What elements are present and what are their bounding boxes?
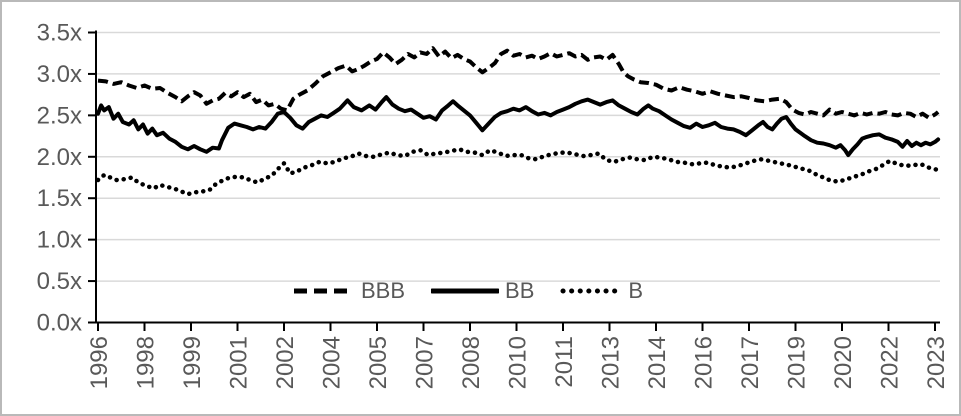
- legend-item-bbb: BBB: [293, 278, 405, 304]
- svg-text:0.0x: 0.0x: [37, 310, 82, 337]
- series-b-line: [95, 147, 941, 197]
- series-bb-line: [96, 95, 941, 158]
- svg-text:3.0x: 3.0x: [37, 61, 82, 88]
- svg-text:3.5x: 3.5x: [37, 20, 82, 47]
- svg-text:2022: 2022: [877, 336, 904, 389]
- svg-text:2004: 2004: [319, 336, 346, 389]
- svg-text:0.5x: 0.5x: [37, 268, 82, 295]
- svg-text:2010: 2010: [505, 336, 532, 389]
- svg-text:2008: 2008: [458, 336, 485, 389]
- svg-text:2017: 2017: [737, 336, 764, 389]
- svg-text:1.0x: 1.0x: [37, 227, 82, 254]
- legend-label-bb: BB: [505, 278, 535, 303]
- svg-text:2.0x: 2.0x: [37, 144, 82, 171]
- legend-label-bbb: BBB: [361, 278, 406, 303]
- svg-text:1998: 1998: [133, 336, 160, 389]
- b-dotted-line-sample: [560, 288, 623, 294]
- svg-text:2001: 2001: [226, 336, 253, 389]
- bb-solid-line-sample: [431, 288, 500, 294]
- axes: [88, 30, 940, 331]
- svg-text:2002: 2002: [272, 336, 299, 389]
- series-bbb-line: [97, 46, 940, 120]
- svg-text:1996: 1996: [86, 336, 113, 389]
- svg-text:2005: 2005: [365, 336, 392, 389]
- legend-item-b: B: [560, 278, 643, 304]
- svg-text:1.5x: 1.5x: [37, 185, 82, 212]
- chart-legend: BBB BB B: [293, 278, 643, 304]
- svg-text:2023: 2023: [923, 336, 950, 389]
- y-tick-labels: 3.5x 3.0x 2.5x 2.0x 1.5x 1.0x 0.5x 0.0x: [37, 20, 82, 337]
- svg-text:1999: 1999: [179, 336, 206, 389]
- legend-label-b: B: [628, 278, 644, 303]
- svg-text:2011: 2011: [551, 336, 578, 388]
- svg-text:2019: 2019: [784, 336, 811, 389]
- svg-text:2016: 2016: [691, 336, 718, 389]
- x-tick-labels: 1996 1998 1999 2001 2002 2004 2005 2007 2008 2010…: [86, 336, 950, 389]
- bbb-dashed-line-sample: [294, 288, 354, 294]
- svg-text:2.5x: 2.5x: [37, 102, 82, 129]
- svg-text:2007: 2007: [412, 336, 439, 389]
- svg-text:2014: 2014: [644, 336, 671, 389]
- svg-text:2020: 2020: [830, 336, 857, 389]
- gridlines: [96, 31, 940, 282]
- svg-text:2013: 2013: [598, 336, 625, 389]
- legend-item-bb: BB: [431, 278, 534, 304]
